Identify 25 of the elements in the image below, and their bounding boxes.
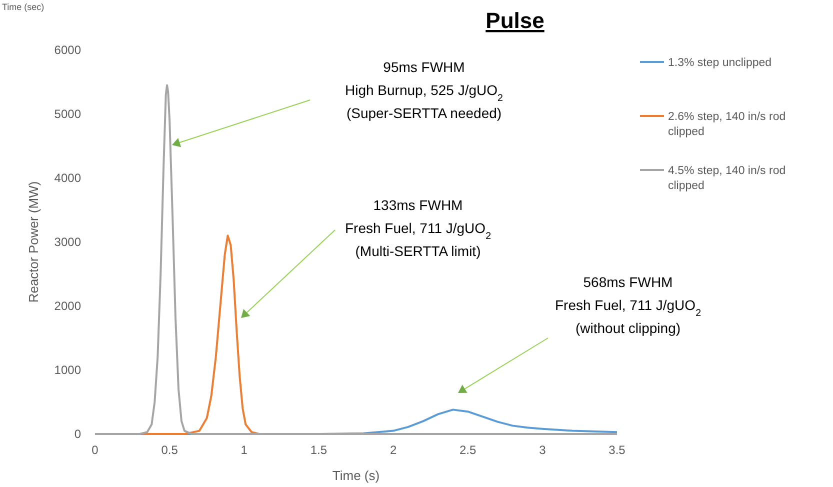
x-tick-label: 0 xyxy=(92,443,99,457)
y-axis-title: Reactor Power (MW) xyxy=(26,181,41,303)
annotation: 133ms FWHM Fresh Fuel, 711 J/gUO$_{2}$ (Multi-SERTTA limit) xyxy=(344,197,492,259)
legend-label: 4.5% step, 140 in/s rod clipped xyxy=(668,165,786,192)
legend-label: 1.3% step unclipped xyxy=(668,57,772,69)
y-tick-label: 5000 xyxy=(54,107,82,121)
y-tick-label: 0 xyxy=(74,427,82,441)
text: Time (sec) xyxy=(2,2,44,12)
y-tick-label: 3000 xyxy=(54,235,82,249)
annotation: 95ms FWHM High Burnup, 525 J/gUO$_{2}$ (Super-SERTTA needed) xyxy=(345,59,503,121)
x-tick-label: 2 xyxy=(390,443,397,457)
x-tick-label: 1.5 xyxy=(310,443,328,457)
x-tick-label: 3 xyxy=(539,443,546,457)
x-tick-label: 1 xyxy=(240,443,248,457)
y-tick-label: 2000 xyxy=(54,299,82,313)
text: 568ms FWHM Fresh Fuel, 711 J/gUO$_{2}$ (without clipping) xyxy=(554,274,702,336)
legend-label: 2.6% step, 140 in/s rod clipped xyxy=(668,111,786,138)
x-tick-label: 2.5 xyxy=(460,443,477,457)
x-tick-label: 3.5 xyxy=(608,443,626,457)
chart-title: Pulse xyxy=(486,8,544,33)
x-tick-label: 0.5 xyxy=(161,443,178,457)
x-axis-title: Time (s) xyxy=(332,468,380,483)
y-tick-label: 4000 xyxy=(54,171,82,185)
y-tick-label: 1000 xyxy=(54,363,82,377)
y-tick-label: 6000 xyxy=(54,43,82,57)
